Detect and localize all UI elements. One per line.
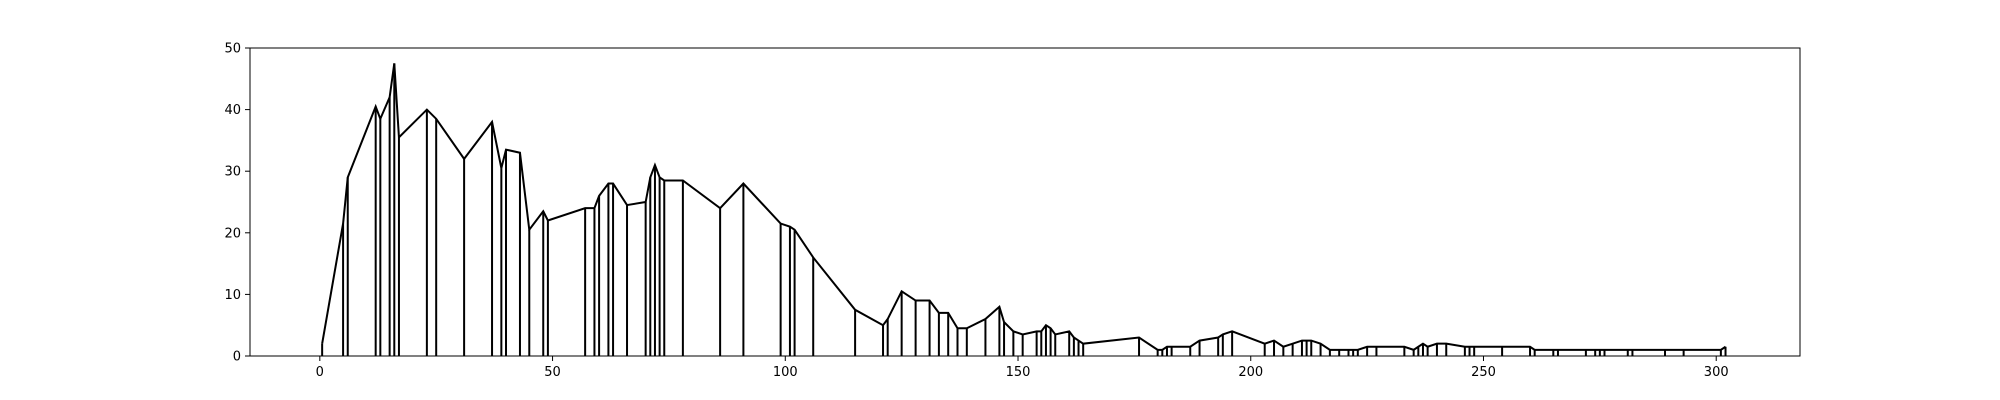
y-tick-label: 30 (224, 165, 241, 180)
y-tick-label: 40 (224, 103, 241, 118)
series-line (321, 63, 1727, 351)
x-tick-label: 50 (544, 365, 561, 380)
y-tick-label: 50 (224, 42, 241, 57)
x-tick-label: 200 (1238, 365, 1263, 380)
x-tick-label: 300 (1704, 365, 1729, 380)
data-marks (321, 63, 1727, 356)
x-tick-label: 250 (1471, 365, 1496, 380)
y-tick-label: 10 (224, 288, 241, 303)
y-axis: 0 10 20 30 40 50 (224, 42, 250, 365)
y-tick-label: 0 (233, 350, 241, 365)
x-tick-label: 150 (1006, 365, 1031, 380)
plot-frame (249, 47, 1801, 357)
y-tick-label: 20 (224, 226, 241, 241)
plot-background (250, 48, 1800, 356)
x-tick-label: 100 (773, 365, 798, 380)
x-tick-label: 0 (316, 365, 324, 380)
x-axis: 0 50 100 150 200 250 300 (316, 356, 1729, 380)
